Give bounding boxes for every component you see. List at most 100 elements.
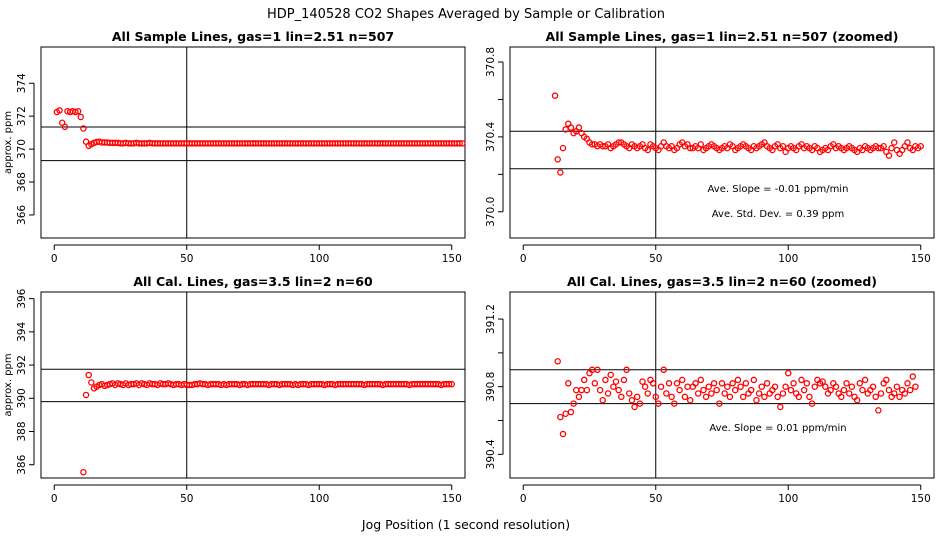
data-point [739, 393, 747, 401]
data-point [649, 380, 657, 387]
y-tick-label: 370.8 [485, 47, 497, 77]
data-point [694, 390, 702, 397]
data-point [554, 358, 561, 365]
data-point [877, 390, 885, 397]
data-point [790, 380, 797, 387]
y-tick-label: 374 [16, 73, 28, 93]
chart-panel: All Sample Lines, gas=1 lin=2.51 n=507 0 5… [3, 29, 466, 265]
data-point [795, 393, 803, 401]
data-point [671, 400, 678, 407]
y-tick-label: 370.4 [485, 122, 497, 152]
data-point [869, 383, 877, 390]
x-tick-label: 0 [520, 253, 527, 265]
data-point [80, 125, 87, 132]
data-point [673, 380, 681, 387]
data-point [779, 390, 787, 397]
data-point [893, 383, 901, 390]
plot-frame [509, 291, 935, 479]
data-point [633, 393, 641, 401]
data-point [562, 410, 569, 417]
data-point [702, 393, 710, 401]
data-point [891, 390, 898, 397]
data-point [615, 139, 622, 146]
data-point [747, 386, 755, 394]
data-point [655, 400, 662, 407]
data-point [599, 142, 607, 150]
data-point [787, 386, 795, 394]
y-tick-label: 370.0 [485, 197, 497, 227]
data-point [657, 383, 665, 390]
data-point [77, 113, 85, 121]
data-point [665, 380, 673, 387]
data-point [734, 376, 742, 384]
data-point [599, 396, 607, 404]
data-point [875, 144, 882, 152]
data-point [716, 400, 723, 407]
data-point [880, 142, 887, 150]
data-point [777, 403, 784, 411]
data-point [620, 376, 628, 384]
data-point [838, 393, 845, 401]
data-point [686, 396, 694, 404]
data-point [570, 400, 577, 407]
data-point [580, 376, 588, 384]
data-point [891, 139, 898, 146]
data-point [61, 123, 69, 131]
x-tick-label: 100 [778, 493, 798, 505]
panel-title: All Cal. Lines, gas=3.5 lin=2 n=60 [133, 274, 373, 289]
data-point [559, 144, 567, 152]
data-point [904, 380, 911, 387]
data-point [896, 393, 903, 401]
data-point [803, 380, 811, 387]
data-point [676, 386, 683, 394]
data-point [639, 378, 646, 385]
data-point [904, 139, 911, 146]
data-point [912, 383, 919, 390]
data-point [885, 152, 893, 159]
plot-frame [509, 46, 935, 239]
y-tick-label: 366 [16, 205, 28, 225]
panel-title: All Sample Lines, gas=1 lin=2.51 n=507 [112, 29, 394, 44]
data-point [758, 383, 766, 390]
chart-panel: All Cal. Lines, gas=3.5 lin=2 n=60 (zoom… [485, 274, 935, 505]
data-point [729, 380, 736, 387]
y-tick-label: 390.8 [485, 372, 497, 402]
data-point [575, 393, 583, 401]
x-tick-label: 50 [180, 493, 193, 505]
y-tick-label: 370 [16, 139, 28, 159]
data-point [853, 396, 861, 404]
data-point [80, 468, 87, 476]
data-point [652, 393, 660, 401]
data-point [644, 146, 652, 154]
plot-frame [40, 291, 466, 479]
data-point [822, 383, 829, 390]
data-point [774, 393, 781, 401]
data-point [583, 386, 591, 394]
data-point [610, 383, 617, 390]
data-point [906, 386, 914, 394]
x-tick-label: 150 [442, 253, 462, 265]
y-tick-label: 390 [16, 388, 28, 408]
y-tick-label: 386 [16, 454, 28, 474]
data-point [604, 390, 612, 397]
data-point [456, 140, 463, 147]
data-point [628, 396, 636, 404]
data-point [596, 386, 604, 394]
data-point [660, 366, 667, 374]
data-point [445, 380, 453, 388]
data-point [700, 386, 707, 394]
data-point [565, 380, 572, 387]
x-tick-label: 150 [442, 493, 462, 505]
y-tick-label: 388 [16, 421, 28, 441]
x-tick-label: 100 [778, 253, 798, 265]
x-tick-label: 0 [520, 493, 527, 505]
data-point [811, 383, 819, 390]
data-point [607, 371, 614, 379]
data-point [861, 376, 869, 384]
data-point [686, 144, 694, 152]
data-point [56, 107, 63, 114]
panel-title: All Sample Lines, gas=1 lin=2.51 n=507 (… [546, 29, 899, 44]
data-point [713, 386, 720, 394]
data-point [755, 390, 763, 397]
